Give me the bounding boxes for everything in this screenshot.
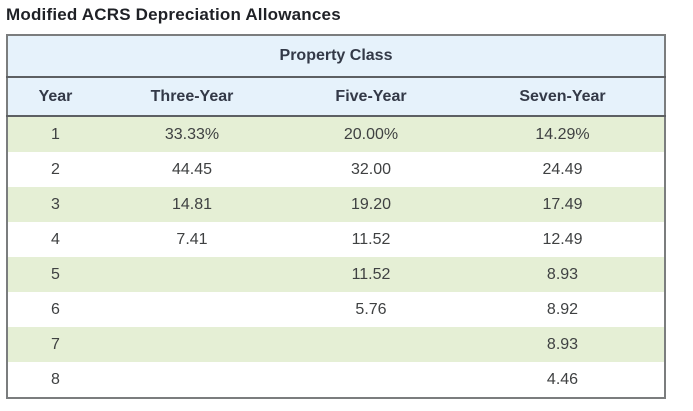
column-header-three-year: Three-Year bbox=[103, 77, 281, 117]
column-header-seven-year: Seven-Year bbox=[461, 77, 665, 117]
cell-year: 7 bbox=[7, 327, 103, 362]
cell-year: 4 bbox=[7, 222, 103, 257]
cell-year: 2 bbox=[7, 152, 103, 187]
table-row: 5 11.52 8.93 bbox=[7, 257, 665, 292]
cell-year: 1 bbox=[7, 116, 103, 152]
cell-seven-year: 14.29% bbox=[461, 116, 665, 152]
cell-seven-year: 8.92 bbox=[461, 292, 665, 327]
cell-seven-year: 24.49 bbox=[461, 152, 665, 187]
cell-five-year: 5.76 bbox=[281, 292, 461, 327]
table-row: 3 14.81 19.20 17.49 bbox=[7, 187, 665, 222]
cell-three-year: 33.33% bbox=[103, 116, 281, 152]
cell-five-year: 19.20 bbox=[281, 187, 461, 222]
cell-three-year: 44.45 bbox=[103, 152, 281, 187]
table-row: 1 33.33% 20.00% 14.29% bbox=[7, 116, 665, 152]
cell-three-year bbox=[103, 292, 281, 327]
cell-seven-year: 12.49 bbox=[461, 222, 665, 257]
table-row: 2 44.45 32.00 24.49 bbox=[7, 152, 665, 187]
table-body: 1 33.33% 20.00% 14.29% 2 44.45 32.00 24.… bbox=[7, 116, 665, 398]
cell-year: 6 bbox=[7, 292, 103, 327]
table-row: 7 8.93 bbox=[7, 327, 665, 362]
cell-three-year bbox=[103, 257, 281, 292]
cell-seven-year: 8.93 bbox=[461, 327, 665, 362]
column-header-year: Year bbox=[7, 77, 103, 117]
table-header: Property Class Year Three-Year Five-Year… bbox=[7, 35, 665, 117]
depreciation-table: Property Class Year Three-Year Five-Year… bbox=[6, 34, 666, 399]
table-row: 4 7.41 11.52 12.49 bbox=[7, 222, 665, 257]
cell-five-year: 11.52 bbox=[281, 257, 461, 292]
table-title: Modified ACRS Depreciation Allowances bbox=[6, 5, 341, 24]
cell-five-year: 11.52 bbox=[281, 222, 461, 257]
cell-five-year: 20.00% bbox=[281, 116, 461, 152]
cell-year: 3 bbox=[7, 187, 103, 222]
cell-year: 5 bbox=[7, 257, 103, 292]
cell-five-year: 32.00 bbox=[281, 152, 461, 187]
cell-three-year: 14.81 bbox=[103, 187, 281, 222]
cell-five-year bbox=[281, 327, 461, 362]
cell-seven-year: 8.93 bbox=[461, 257, 665, 292]
table-row: 8 4.46 bbox=[7, 362, 665, 398]
cell-three-year: 7.41 bbox=[103, 222, 281, 257]
cell-seven-year: 4.46 bbox=[461, 362, 665, 398]
cell-five-year bbox=[281, 362, 461, 398]
cell-year: 8 bbox=[7, 362, 103, 398]
group-header-row: Property Class bbox=[7, 35, 665, 78]
table-row: 6 5.76 8.92 bbox=[7, 292, 665, 327]
column-header-row: Year Three-Year Five-Year Seven-Year bbox=[7, 77, 665, 117]
column-header-five-year: Five-Year bbox=[281, 77, 461, 117]
group-header-property-class: Property Class bbox=[7, 35, 665, 78]
cell-three-year bbox=[103, 362, 281, 398]
cell-three-year bbox=[103, 327, 281, 362]
cell-seven-year: 17.49 bbox=[461, 187, 665, 222]
